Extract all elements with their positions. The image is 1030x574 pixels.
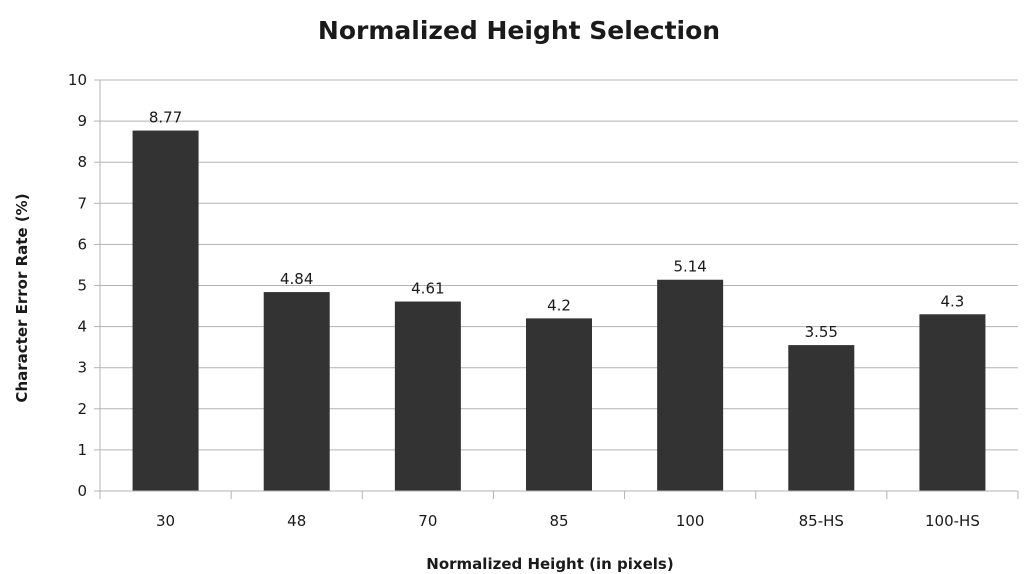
y-tick-label: 10	[68, 71, 87, 89]
x-tick-label: 85	[549, 512, 568, 530]
y-tick-label: 6	[77, 235, 87, 253]
data-label: 4.2	[547, 296, 571, 314]
x-tick-label: 100-HS	[925, 512, 980, 530]
data-label: 4.3	[940, 292, 964, 310]
y-tick-label: 5	[77, 277, 87, 295]
bar	[394, 301, 461, 491]
bar	[788, 345, 855, 491]
bar	[132, 130, 199, 492]
data-label: 4.61	[411, 280, 444, 298]
bar	[919, 314, 986, 491]
data-labels: 8.77 4.84 4.61 4.2 5.14 3.55 4.3	[149, 109, 964, 342]
bar	[657, 279, 724, 491]
y-tick-label: 1	[77, 441, 87, 459]
data-label: 8.77	[149, 109, 182, 127]
x-tick-label: 85-HS	[799, 512, 844, 530]
data-label: 5.14	[673, 258, 706, 276]
x-tick-label: 30	[156, 512, 175, 530]
data-label: 4.84	[280, 270, 313, 288]
chart-title: Normalized Height Selection	[318, 16, 720, 45]
y-tick-label: 3	[77, 359, 87, 377]
x-tick-label: 70	[418, 512, 437, 530]
y-axis-ticks: 0 1 2 3 4 5 6 7 8 9 10	[68, 71, 100, 500]
y-tick-label: 9	[77, 112, 87, 130]
bar	[526, 318, 592, 491]
x-tick-label: 100	[676, 512, 705, 530]
data-label: 3.55	[805, 323, 838, 341]
y-tick-label: 4	[77, 318, 87, 336]
bar	[263, 292, 330, 491]
gridlines	[100, 79, 1018, 451]
y-tick-label: 8	[77, 153, 87, 171]
y-tick-label: 0	[77, 482, 87, 500]
x-tick-label: 48	[287, 512, 306, 530]
y-tick-label: 2	[77, 400, 87, 418]
x-axis-title: Normalized Height (in pixels)	[426, 555, 673, 573]
bars	[132, 130, 986, 492]
y-axis-title: Character Error Rate (%)	[13, 193, 31, 402]
y-tick-label: 7	[77, 194, 87, 212]
x-axis-ticks: 30 48 70 85 100 85-HS 100-HS	[99, 491, 1019, 530]
